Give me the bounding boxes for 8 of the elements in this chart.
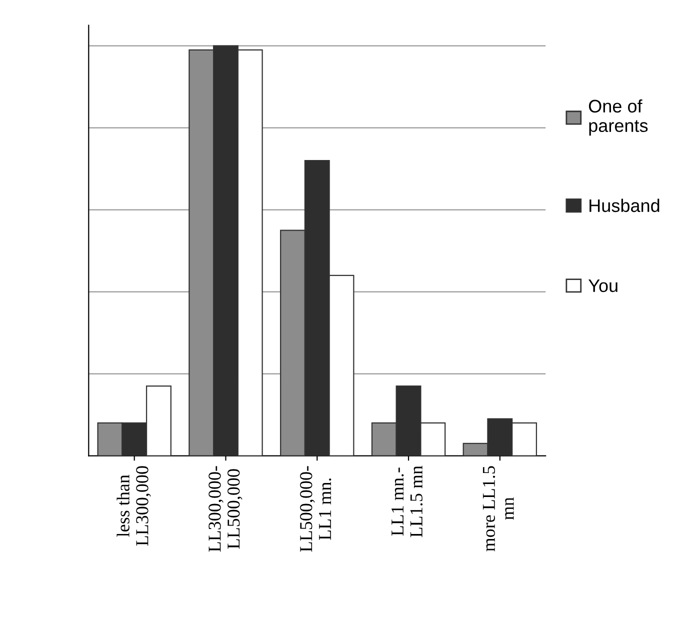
x-tick-label: LL500,000- LL1 mn. <box>300 466 332 552</box>
x-tick-label: less than LL300,000 <box>116 466 151 546</box>
x-tick-label: LL1 mn.- LL1.5 mn <box>392 466 423 538</box>
legend-label: Husband <box>590 198 660 212</box>
x-tick-label: more LL1.5 mn <box>482 466 514 552</box>
x-tick-label: LL300,000- LL500,000 <box>208 466 242 552</box>
legend-label: One of parents <box>588 99 648 136</box>
legend-label: You <box>588 279 618 292</box>
